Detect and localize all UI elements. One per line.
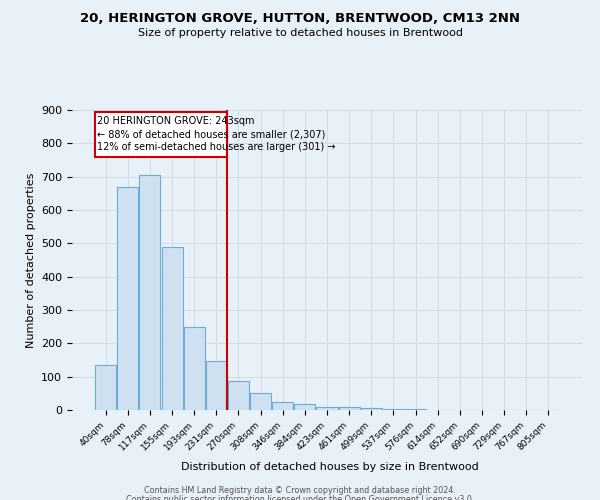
Bar [184,326,205,410]
Bar [272,402,293,410]
Bar [95,365,116,410]
Bar [161,246,182,410]
Bar [118,186,139,410]
Y-axis label: Number of detached properties: Number of detached properties [26,172,35,348]
Text: Contains HM Land Registry data © Crown copyright and database right 2024.: Contains HM Land Registry data © Crown c… [144,486,456,495]
Text: Size of property relative to detached houses in Brentwood: Size of property relative to detached ho… [137,28,463,38]
Text: Contains public sector information licensed under the Open Government Licence v3: Contains public sector information licen… [126,495,474,500]
Bar [338,408,359,410]
Text: Distribution of detached houses by size in Brentwood: Distribution of detached houses by size … [181,462,479,472]
Bar [250,394,271,410]
Bar [228,381,249,410]
Bar [361,408,382,410]
Bar [316,406,338,410]
FancyBboxPatch shape [95,112,227,156]
Bar [295,404,316,410]
Text: 20 HERINGTON GROVE: 243sqm
← 88% of detached houses are smaller (2,307)
12% of s: 20 HERINGTON GROVE: 243sqm ← 88% of deta… [97,116,336,152]
Bar [139,175,160,410]
Text: 20, HERINGTON GROVE, HUTTON, BRENTWOOD, CM13 2NN: 20, HERINGTON GROVE, HUTTON, BRENTWOOD, … [80,12,520,26]
Bar [383,409,404,410]
Bar [206,361,227,410]
